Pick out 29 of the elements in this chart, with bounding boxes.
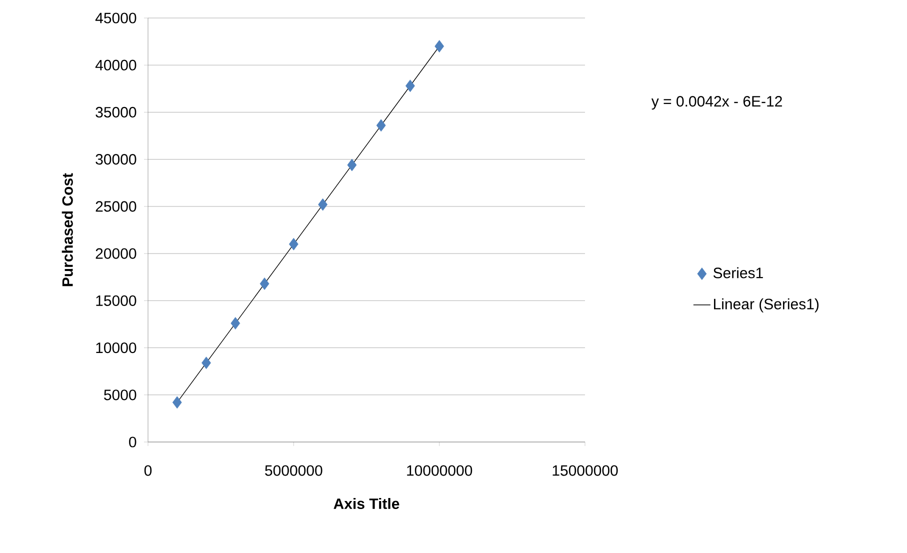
y-tick-label: 25000 bbox=[96, 201, 136, 212]
point bbox=[202, 356, 211, 370]
y-tick-label: 0 bbox=[129, 436, 136, 448]
y-axis-title: Purchased Cost bbox=[62, 173, 73, 286]
point bbox=[288, 238, 298, 250]
text: y = 0.0042x - 6E-12 bbox=[651, 96, 782, 110]
y-tick-label: 5000 bbox=[104, 390, 136, 400]
x-tick-label: 5000000 bbox=[265, 465, 322, 476]
y-tick-label: 35000 bbox=[96, 106, 136, 118]
legend-label: Series1 bbox=[713, 267, 763, 278]
x-axis-title: Axis Title bbox=[334, 498, 400, 510]
x-tick-label: 15000000 bbox=[552, 465, 618, 476]
point bbox=[172, 396, 182, 409]
point bbox=[318, 198, 328, 211]
point bbox=[347, 158, 357, 172]
x-tick-label: 0 bbox=[144, 465, 152, 476]
x-tick-label: 10000000 bbox=[407, 465, 472, 476]
point bbox=[434, 40, 444, 52]
point bbox=[230, 317, 240, 330]
y-tick-label: 45000 bbox=[95, 12, 136, 24]
y-tick-label: 20000 bbox=[96, 248, 136, 259]
point bbox=[260, 278, 270, 290]
y-tick-label: 10000 bbox=[96, 342, 136, 354]
point bbox=[406, 80, 415, 92]
y-tick-label: 15000 bbox=[96, 295, 136, 306]
point bbox=[376, 119, 386, 132]
y-tick-label: 40000 bbox=[95, 60, 136, 70]
legend-label: Linear (Series1) bbox=[714, 298, 819, 312]
y-tick-label: 30000 bbox=[96, 154, 136, 165]
